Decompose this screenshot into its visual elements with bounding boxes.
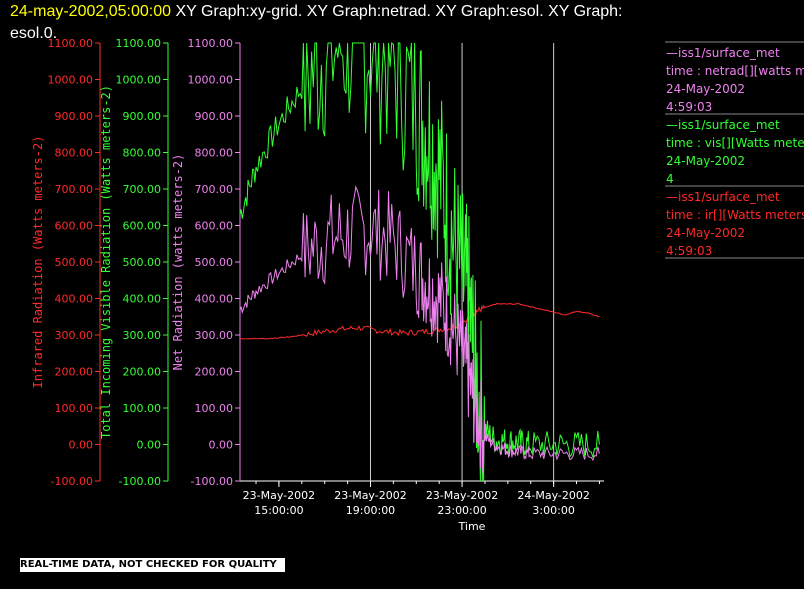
y-tick-label: 300.00	[195, 329, 234, 342]
y-tick-label: 200.00	[123, 366, 162, 379]
y-tick-label: 0.00	[209, 439, 234, 452]
y-tick-label: 600.00	[55, 220, 94, 233]
y-tick-label: 1000.00	[116, 74, 162, 87]
timestamp: 24-may-2002,05:00:00	[10, 3, 171, 20]
x-tick-label: 24-May-2002	[517, 489, 589, 502]
y-tick-label: 300.00	[55, 329, 94, 342]
graph-title-line-2: esol.0.	[10, 25, 58, 42]
y-tick-label: 1000.00	[188, 74, 234, 87]
y-tick-label: 1100.00	[48, 37, 94, 50]
x-tick-label: 15:00:00	[254, 504, 303, 517]
y-tick-label: 1100.00	[116, 37, 162, 50]
legend-entry-line: 4	[666, 172, 674, 186]
x-tick-label: 19:00:00	[346, 504, 395, 517]
y-tick-label: 700.00	[195, 183, 234, 196]
y-tick-label: 500.00	[195, 256, 234, 269]
y-tick-label: 800.00	[195, 147, 234, 160]
y-tick-label: 200.00	[55, 366, 94, 379]
y-tick-label: -100.00	[51, 475, 93, 488]
legend-entry-line: 24-May-2002	[666, 82, 745, 96]
y-tick-label: 900.00	[195, 110, 234, 123]
y-tick-label: 600.00	[195, 220, 234, 233]
y-tick-label: 900.00	[123, 110, 162, 123]
y-tick-label: 700.00	[123, 183, 162, 196]
legend-entry-line: time : netrad[][watts me	[666, 64, 804, 78]
y-tick-label: 300.00	[123, 329, 162, 342]
y-tick-label: 1000.00	[48, 74, 94, 87]
y-axis-label: Infrared Radiation (Watts meters-2)	[31, 136, 45, 389]
y-tick-label: -100.00	[191, 475, 233, 488]
x-tick-label: 23-May-2002	[243, 489, 315, 502]
y-tick-label: 800.00	[123, 147, 162, 160]
y-tick-label: 400.00	[55, 293, 94, 306]
legend-entry-line: —iss1/surface_met	[666, 118, 780, 132]
y-tick-label: 1100.00	[188, 37, 234, 50]
y-tick-label: 500.00	[123, 256, 162, 269]
x-tick-label: 23:00:00	[437, 504, 486, 517]
legend-entry-line: —iss1/surface_met	[666, 190, 780, 204]
legend-entry-line: time : ir[][Watts meters	[666, 208, 804, 222]
legend-entry-line: 24-May-2002	[666, 226, 745, 240]
y-tick-label: 900.00	[55, 110, 94, 123]
y-tick-label: 0.00	[137, 439, 162, 452]
y-tick-label: 700.00	[55, 183, 94, 196]
y-tick-label: 400.00	[195, 293, 234, 306]
quality-note: REAL-TIME DATA, NOT CHECKED FOR QUALITY	[20, 558, 285, 572]
x-tick-label: 23-May-2002	[334, 489, 406, 502]
y-tick-label: 400.00	[123, 293, 162, 306]
x-tick-label: 23-May-2002	[426, 489, 498, 502]
y-tick-label: 0.00	[69, 439, 94, 452]
legend-entry-line: time : vis[][Watts mete	[666, 136, 804, 150]
y-tick-label: -100.00	[119, 475, 161, 488]
x-axis-label: Time	[458, 520, 486, 533]
x-tick-label: 3:00:00	[532, 504, 574, 517]
legend-entry-line: —iss1/surface_met	[666, 46, 780, 60]
legend-entry-line: 24-May-2002	[666, 154, 745, 168]
y-axis-label: Net Radiation (watts meters-2)	[171, 154, 185, 371]
series-visible	[239, 41, 600, 482]
series-infrared	[239, 302, 600, 340]
y-tick-label: 800.00	[55, 147, 94, 160]
graph-title-line-1: 24-may-2002,05:00:00 XY Graph:xy-grid. X…	[10, 3, 623, 21]
y-tick-label: 100.00	[195, 402, 234, 415]
y-axis-label: Total Incoming Visible Radiation (Watts …	[99, 85, 113, 439]
series-net-radiation	[239, 185, 600, 474]
y-tick-label: 600.00	[123, 220, 162, 233]
y-tick-label: 500.00	[55, 256, 94, 269]
graph-title-text: XY Graph:xy-grid. XY Graph:netrad. XY Gr…	[171, 3, 623, 20]
y-tick-label: 100.00	[123, 402, 162, 415]
legend-entry-line: 4:59:03	[666, 244, 712, 258]
y-tick-label: 100.00	[55, 402, 94, 415]
y-tick-label: 200.00	[195, 366, 234, 379]
legend-entry-line: 4:59:03	[666, 100, 712, 114]
